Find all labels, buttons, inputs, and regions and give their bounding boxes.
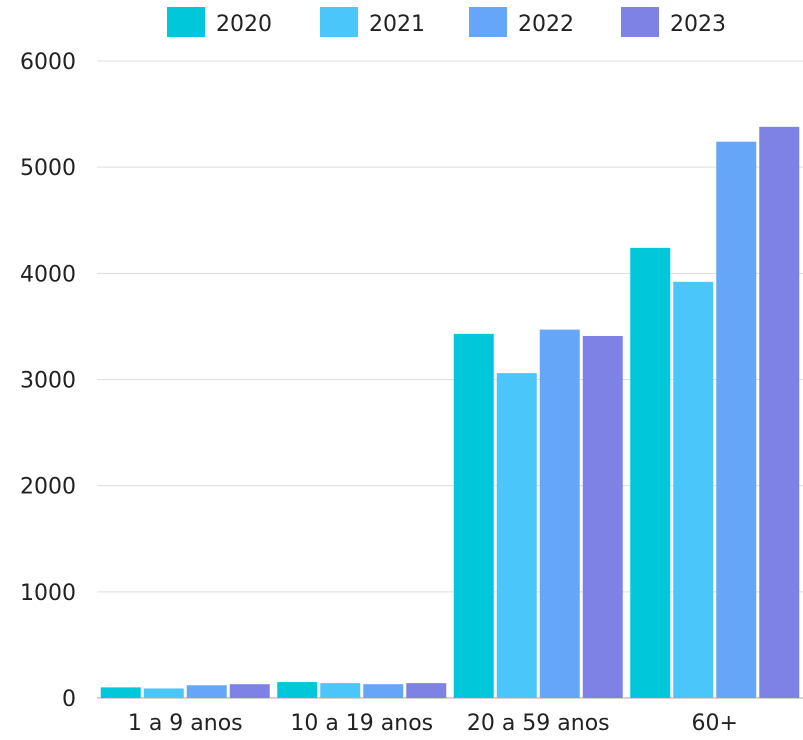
bar-2021-3 xyxy=(673,281,714,698)
bar-2023-0 xyxy=(229,684,270,698)
bar-2020-0 xyxy=(100,687,141,698)
bar-2023-1 xyxy=(406,683,447,698)
legend-item-2023: 2023 xyxy=(621,7,726,37)
legend-item-2021: 2021 xyxy=(320,7,425,37)
y-tick-label: 1000 xyxy=(20,581,76,606)
bar-2020-2 xyxy=(453,333,494,698)
legend-swatch xyxy=(167,7,205,37)
y-tick-label: 3000 xyxy=(20,369,76,394)
legend-swatch xyxy=(469,7,507,37)
bar-2022-3 xyxy=(716,141,757,699)
legend-label: 2023 xyxy=(670,12,726,37)
y-tick-label: 0 xyxy=(62,687,76,712)
legend-label: 2021 xyxy=(369,12,425,37)
bar-2023-2 xyxy=(582,335,623,698)
legend-label: 2020 xyxy=(216,12,272,37)
legend-swatch xyxy=(320,7,358,37)
bar-2022-0 xyxy=(186,685,227,698)
bar-2021-0 xyxy=(143,688,184,698)
y-tick-label: 4000 xyxy=(20,262,76,287)
bar-2023-3 xyxy=(759,126,800,698)
x-tick-label: 20 a 59 anos xyxy=(467,711,610,736)
bar-2022-1 xyxy=(363,684,404,698)
y-tick-label: 6000 xyxy=(20,50,76,75)
bar-2021-2 xyxy=(496,373,537,698)
legend-item-2022: 2022 xyxy=(469,7,574,37)
x-tick-label: 1 a 9 anos xyxy=(128,711,243,736)
x-axis-ticks: 1 a 9 anos 10 a 19 anos 20 a 59 anos 60+ xyxy=(128,711,738,736)
legend: 2020 2021 2022 2023 xyxy=(167,7,726,37)
bar-2021-1 xyxy=(320,683,361,698)
bar-2022-2 xyxy=(539,329,580,698)
x-tick-label: 60+ xyxy=(692,711,738,736)
y-tick-label: 2000 xyxy=(20,475,76,500)
y-tick-label: 5000 xyxy=(20,156,76,181)
bar-2020-1 xyxy=(277,682,318,698)
legend-swatch xyxy=(621,7,659,37)
x-tick-label: 10 a 19 anos xyxy=(290,711,433,736)
bar-2020-3 xyxy=(630,247,671,698)
y-axis-ticks: 0 1000 2000 3000 4000 5000 6000 xyxy=(20,50,76,712)
legend-label: 2022 xyxy=(518,12,574,37)
legend-item-2020: 2020 xyxy=(167,7,272,37)
bars xyxy=(100,126,800,699)
